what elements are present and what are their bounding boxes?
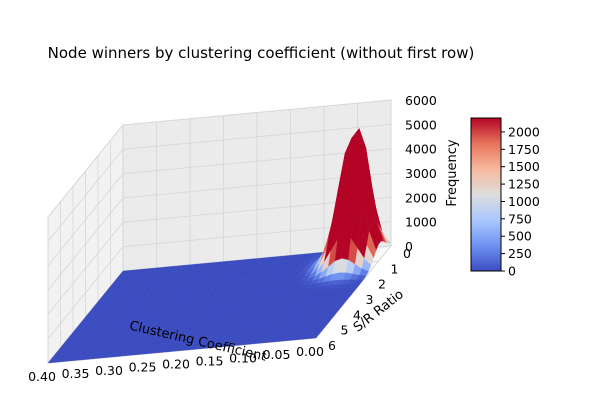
colorbar-tick-label: 2000: [508, 124, 540, 139]
surface-plot: [47, 128, 392, 364]
z-grid-line: [47, 196, 392, 315]
z-grid-line: [47, 99, 392, 218]
colorbar-tick-label: 1250: [508, 177, 540, 192]
x-tick-label: 0.20: [162, 357, 190, 372]
x-tick-label: 0.40: [28, 369, 56, 384]
z-tick-label: 0: [405, 239, 413, 254]
x-tick-label: 0.30: [95, 363, 123, 378]
colorbar-ticks: 0 250 500 750 1000 1250 1500 1750 2000: [501, 124, 540, 279]
x-tick-label: 0.10: [229, 350, 257, 365]
y-tick-label: 4: [353, 307, 361, 322]
colorbar-tick-label: 1000: [508, 194, 540, 209]
colorbar-tick-label: 500: [508, 229, 532, 244]
chart-title: Node winners by clustering coefficient (…: [48, 44, 475, 62]
x-tick-label: 0.15: [196, 353, 224, 368]
colorbar-tick-label: 250: [508, 246, 532, 261]
y-tick-label: 1: [391, 261, 399, 276]
z-grid-line: [47, 123, 392, 242]
colorbar-tick-label: 1750: [508, 142, 540, 157]
z-axis-label: Frequency: [445, 139, 460, 206]
z-tick-label: 6000: [405, 93, 437, 108]
y-tick-label: 5: [341, 323, 349, 338]
colorbar: [470, 117, 502, 272]
z-grid-line: [47, 172, 392, 291]
colorbar-tick-label: 750: [508, 211, 532, 226]
z-tick-label: 2000: [405, 190, 437, 205]
surface-patch: [308, 334, 319, 339]
colorbar-tick-label: 0: [508, 264, 516, 279]
z-tick-label: 1000: [405, 215, 437, 230]
y-tick-label: 2: [378, 277, 386, 292]
z-grid-line: [47, 148, 392, 266]
z-tick-label: 5000: [405, 117, 437, 132]
x-tick-label: 0.00: [296, 344, 324, 359]
colorbar-tick-label: 1500: [508, 159, 540, 174]
x-tick-label: 0.05: [263, 347, 291, 362]
axis-ticks: 0.40 0.35 0.30 0.25 0.20 0.15 0.10 0.05 0.000123…: [28, 93, 437, 384]
y-tick-label: 6: [328, 338, 336, 353]
z-grid-line: [47, 221, 392, 339]
y-tick-label: 0: [403, 246, 411, 261]
z-tick-label: 4000: [405, 142, 437, 157]
z-tick-label: 3000: [405, 166, 437, 181]
x-tick-label: 0.25: [129, 360, 157, 375]
x-tick-label: 0.35: [62, 366, 90, 381]
y-tick-label: 3: [366, 292, 374, 307]
